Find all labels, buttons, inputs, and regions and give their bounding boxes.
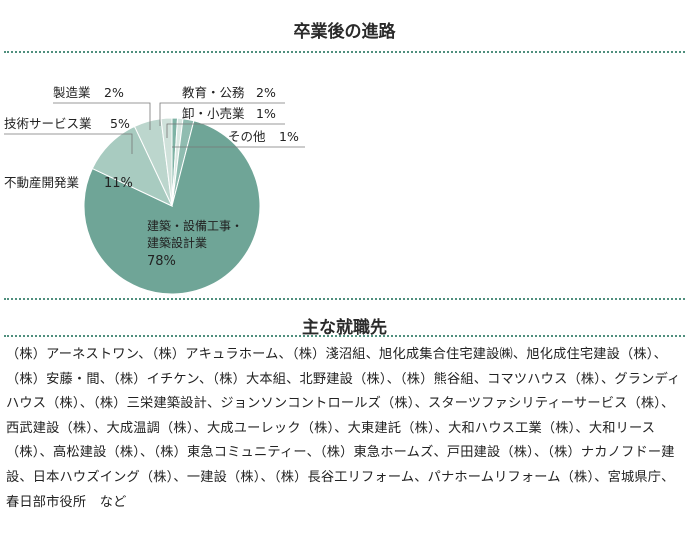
dotted-divider [4, 51, 685, 53]
slice-value-education: 2% [256, 85, 276, 100]
slice-label-line-1: 建築・設備工事・ [147, 218, 243, 233]
career-paths-title: 卒業後の進路 [293, 22, 396, 42]
slice-value-manufacturing: 2% [104, 85, 124, 100]
slice-value-retail: 1% [256, 106, 276, 121]
pie-slice-78--0 [83, 120, 261, 295]
dotted-divider [4, 335, 685, 337]
employers-title: 主な就職先 [302, 318, 387, 338]
slice-value-tech-services: 5% [110, 116, 130, 131]
slice-label-line-2: 建築設計業 [147, 235, 207, 250]
slice-label-retail: 卸・小売業 [182, 106, 245, 121]
dotted-divider [4, 298, 685, 300]
employers-list: （株）アーネストワン、（株）アキュラホーム、（株）淺沼組、旭化成集合住宅建設㈱、… [6, 347, 681, 510]
leader-line-tech [4, 133, 133, 154]
slice-value-other: 1% [279, 129, 299, 144]
slice-label-tech-services: 技術サービス業 [4, 116, 92, 131]
slice-label-manufacturing: 製造業 [53, 85, 91, 100]
slice-label-education: 教育・公務 [182, 85, 245, 100]
slice-value-78: 78% [147, 254, 176, 269]
slice-label-real-estate: 不動産開発業 [4, 175, 80, 190]
leader-line-manufacturing [53, 102, 151, 130]
pie-slice-2--3 [160, 117, 173, 207]
leader-line-retail [166, 123, 285, 138]
slice-label-other: その他 [228, 129, 266, 144]
slice-value-11: 11% [104, 176, 133, 191]
leader-line-education [159, 102, 285, 126]
career-pie-chart: 建築・設備工事・建築設計業 78% 不動産開発業 11% 技術サービス業 5% 製造業 2% 教… [4, 85, 305, 295]
